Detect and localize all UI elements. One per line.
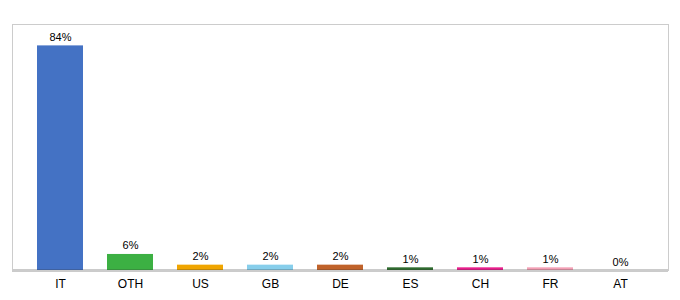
svg-text:1%: 1%: [543, 253, 559, 265]
svg-text:84%: 84%: [49, 31, 71, 43]
svg-text:1%: 1%: [473, 253, 489, 265]
svg-text:2%: 2%: [333, 250, 349, 262]
svg-text:0%: 0%: [613, 256, 629, 268]
svg-text:OTH: OTH: [118, 277, 143, 291]
svg-text:GB: GB: [262, 277, 279, 291]
svg-text:CH: CH: [472, 277, 489, 291]
svg-text:DE: DE: [332, 277, 349, 291]
svg-text:1%: 1%: [403, 253, 419, 265]
svg-text:6%: 6%: [123, 239, 139, 251]
svg-text:FR: FR: [543, 277, 559, 291]
svg-text:ES: ES: [402, 277, 418, 291]
svg-text:US: US: [192, 277, 209, 291]
svg-text:2%: 2%: [193, 250, 209, 262]
svg-text:2%: 2%: [263, 250, 279, 262]
svg-text:IT: IT: [55, 277, 66, 291]
svg-text:AT: AT: [613, 277, 628, 291]
